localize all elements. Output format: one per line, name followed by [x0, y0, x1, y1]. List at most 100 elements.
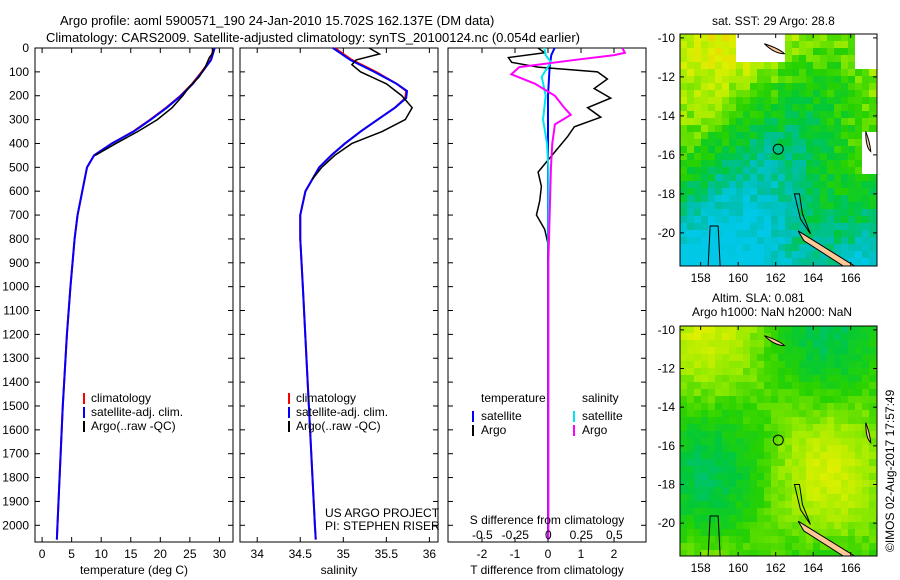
map-cell [834, 34, 841, 41]
map-cell [806, 389, 813, 396]
map-cell [862, 473, 869, 480]
map-cell [764, 125, 771, 132]
map-cell [771, 111, 778, 118]
map-cell [862, 508, 869, 515]
map-cell-missing [862, 146, 869, 153]
map-cell-missing [736, 55, 743, 62]
map-cell [806, 188, 813, 195]
map-cell [785, 459, 792, 466]
map-cell [848, 62, 855, 69]
map-cell [813, 188, 820, 195]
map-cell [869, 188, 876, 195]
map-cell [834, 244, 841, 251]
map-cell [680, 403, 687, 410]
map-cell [687, 403, 694, 410]
y-tick-label: 200 [9, 89, 29, 103]
map-cell [729, 333, 736, 340]
map-cell [722, 522, 729, 529]
map-cell [841, 340, 848, 347]
map-cell [771, 90, 778, 97]
map-cell [680, 438, 687, 445]
map-cell [771, 62, 778, 69]
map-cell [848, 424, 855, 431]
map-cell [729, 132, 736, 139]
map-cell [862, 396, 869, 403]
map-cell [813, 389, 820, 396]
map-cell [687, 188, 694, 195]
map-cell [757, 62, 764, 69]
map-cell [743, 501, 750, 508]
map-cell [715, 118, 722, 125]
map-cell [841, 522, 848, 529]
map-cell [792, 76, 799, 83]
map-cell-missing [876, 139, 883, 146]
map-cell [862, 466, 869, 473]
map-cell [813, 347, 820, 354]
map-cell [680, 139, 687, 146]
map-cell [722, 410, 729, 417]
map-cell [757, 361, 764, 368]
legend-label: Argo(..raw -QC) [296, 419, 381, 433]
map-cell [862, 550, 869, 556]
x-tick-label: 34.5 [289, 547, 313, 561]
map-cell [729, 536, 736, 543]
map-cell [799, 237, 806, 244]
map-cell [694, 410, 701, 417]
map-cell [855, 333, 862, 340]
map-cell [757, 333, 764, 340]
map-cell [680, 230, 687, 237]
map-cell [687, 361, 694, 368]
map-cell [729, 501, 736, 508]
map-cell [729, 487, 736, 494]
map-cell [729, 417, 736, 424]
map-cell [708, 160, 715, 167]
map-cell [848, 550, 855, 556]
map-cell [736, 459, 743, 466]
map-cell [785, 209, 792, 216]
map-cell [694, 445, 701, 452]
map-cell [841, 424, 848, 431]
map-cell [869, 466, 876, 473]
map-cell [694, 111, 701, 118]
map-cell [827, 62, 834, 69]
map-cell [855, 529, 862, 536]
map-cell [841, 62, 848, 69]
map-cell [701, 125, 708, 132]
map-cell [701, 188, 708, 195]
map-cell [841, 97, 848, 104]
map-cell [813, 480, 820, 487]
map-cell [771, 347, 778, 354]
map-cell [841, 230, 848, 237]
map-cell [820, 466, 827, 473]
map-cell [834, 251, 841, 258]
y-tick-label: 1300 [2, 351, 29, 365]
map-cell [680, 550, 687, 556]
map-cell [715, 375, 722, 382]
map-cell [799, 417, 806, 424]
map-cell [820, 34, 827, 41]
map-cell [778, 202, 785, 209]
map-cell [708, 508, 715, 515]
map-cell [841, 494, 848, 501]
map-cell [806, 501, 813, 508]
map-cell [708, 125, 715, 132]
map-cell [687, 230, 694, 237]
map-cell [820, 543, 827, 550]
x-axis-label: temperature (deg C) [80, 563, 188, 577]
map-cell [827, 361, 834, 368]
map-cell [743, 508, 750, 515]
map-cell [687, 445, 694, 452]
map-cell [799, 389, 806, 396]
map-cell [862, 209, 869, 216]
map-cell [715, 438, 722, 445]
map-cell [806, 111, 813, 118]
map-cell [841, 452, 848, 459]
map-cell [729, 181, 736, 188]
x2-tick-label: -0.5 [472, 528, 493, 542]
series-line-s-argo [509, 47, 627, 540]
map-cell [806, 55, 813, 62]
map-cell [806, 132, 813, 139]
map-cell [841, 146, 848, 153]
map-cell [757, 326, 764, 333]
sla-map: 158 160 162 164 166-10-12-14-16-18-20 [658, 323, 878, 575]
